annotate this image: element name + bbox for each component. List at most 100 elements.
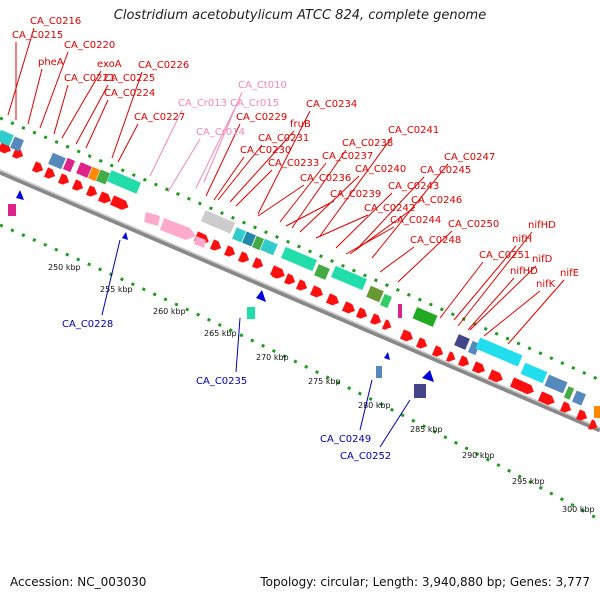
gene-label[interactable]: fruB [290,119,311,130]
label-leader-line [315,214,369,239]
gene-label[interactable]: CA_C0238 [342,138,393,149]
ruler-tick-label: 300 kbp [562,505,595,514]
genome-backbone [0,169,600,433]
reverse-gene-block [376,366,382,378]
gene-label[interactable]: CA_C0240 [355,164,406,175]
gene-label[interactable]: exoA [97,59,122,70]
forward-gene-arrow [559,401,572,413]
feature-block [62,157,76,173]
feature-blocks [0,129,600,418]
gene-label[interactable]: CA_C0227 [134,112,185,123]
ruler-tick-label: 275 kbp [308,377,341,386]
gene-label[interactable]: CA_C0225 [104,73,155,84]
forward-gene-arrow [381,319,392,330]
feature-block [572,390,586,406]
label-leader-line [345,226,395,255]
feature-block [366,285,384,303]
gene-label[interactable]: CA_C0220 [64,40,115,51]
reverse-gene-arrow [422,370,434,382]
reverse-gene-arrow [384,352,390,360]
label-leader-line [467,277,515,331]
forward-gene-arrow [431,345,444,357]
gene-label[interactable]: CA_C0248 [410,235,461,246]
forward-gene-arrow [43,167,56,179]
gene-label[interactable]: CA_C0247 [444,152,495,163]
label-leader-line [117,123,139,163]
label-leader-line [299,175,360,233]
label-leader-line [217,144,263,201]
gene-label[interactable]: CA_C0226 [138,60,189,71]
feature-block [563,386,575,400]
gene-label[interactable]: CA_C0250 [448,219,499,230]
forward-gene-arrow [325,293,339,306]
feature-block [48,152,66,170]
gene-label[interactable]: CA_Cr013 [178,98,227,109]
label-leader-line [359,379,373,431]
feature-block [331,265,367,291]
forward-gene-arrow [71,179,84,191]
gene-label[interactable]: CA_C0241 [388,125,439,136]
rna-features [144,212,206,248]
ruler-tick-label: 255 kbp [100,285,133,294]
feature-block [544,374,568,394]
feature-block [260,238,278,256]
gene-label[interactable]: nifE [560,268,579,279]
gene-label[interactable]: CA_C0216 [30,16,81,27]
feature-block [0,129,14,147]
forward-gene-arrow [509,377,534,395]
label-leader-line [279,162,327,223]
label-leader-line [213,156,245,201]
ruler-tick-label: 260 kbp [153,307,186,316]
gene-label[interactable]: pheA [38,57,64,68]
forward-gene-arrow [415,337,428,349]
gene-label[interactable]: CA_C0221 [64,73,115,84]
label-leader-line [195,109,235,189]
gene-label[interactable]: CA_C0228 [62,319,113,330]
gene-label[interactable]: CA_C0230 [240,145,291,156]
gene-label[interactable]: CA_C0235 [196,376,247,387]
gene-label[interactable]: CA_Cr015 [230,98,279,109]
feature-block [281,246,317,272]
reverse-gene-arrow [256,290,266,302]
forward-gene-arrow [251,257,264,269]
gene-label[interactable]: CA_C0239 [330,189,381,200]
feature-block [8,204,16,216]
gene-label[interactable]: nifH [512,234,532,245]
gene-label[interactable]: nifHD [510,266,538,277]
gene-label[interactable]: CA_C0252 [340,451,391,462]
gene-label[interactable]: nifHD [528,220,556,231]
gene-label[interactable]: CA_C0237 [322,151,373,162]
forward-gene-arrow [97,191,111,204]
gene-label[interactable]: CA_C0229 [236,112,287,123]
forward-gene-arrow [223,245,236,257]
gene-label[interactable]: CA_C0215 [12,30,63,41]
gene-label[interactable]: CA_C0246 [411,195,462,206]
forward-gene-arrow [399,329,413,342]
forward-gene-arrow [31,161,44,173]
feature-block [454,334,470,350]
gene-label[interactable]: CA_C0233 [268,158,319,169]
label-leader-line [167,138,201,193]
rna-arrow [160,218,196,240]
label-leader-line [203,91,243,183]
gene-label[interactable]: CA_C0242 [364,203,415,214]
gene-label[interactable]: CA_C0244 [390,215,441,226]
forward-gene-arrow [295,279,308,291]
gene-label[interactable]: nifK [536,279,556,290]
forward-gene-arrow [575,409,588,421]
gene-label[interactable]: CA_C0231 [258,133,309,144]
gene-label[interactable]: CA_C0243 [388,181,439,192]
label-leader-line [379,246,415,273]
label-leader-line [39,51,69,129]
gene-label[interactable]: CA_Cr014 [196,127,245,138]
gene-label[interactable]: CA_C0236 [300,173,351,184]
ruler-tick-label: 265 kbp [204,329,237,338]
gene-label[interactable]: CA_C0251 [479,250,530,261]
gene-label[interactable]: CA_C0224 [104,88,155,99]
gene-label[interactable]: CA_C0249 [320,434,371,445]
gene-label[interactable]: nifD [532,254,553,265]
gene-label[interactable]: CA_Ct010 [238,80,287,91]
gene-label[interactable]: CA_C0234 [306,99,357,110]
gene-label[interactable]: CA_C0245 [420,165,471,176]
forward-genes [0,141,598,430]
